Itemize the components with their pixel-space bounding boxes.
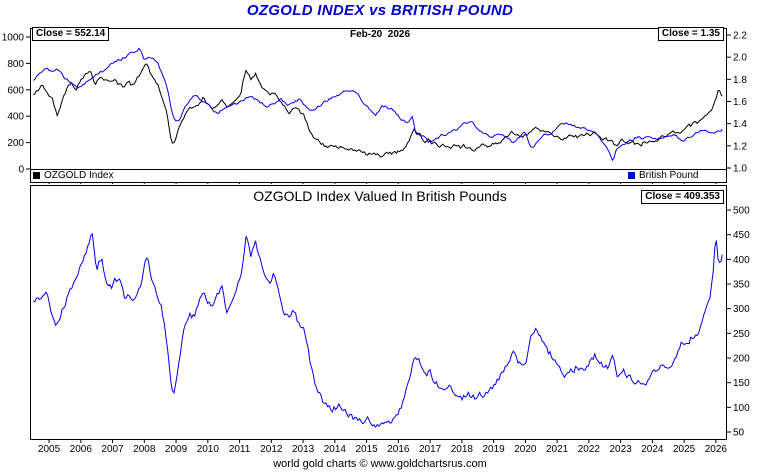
x-axis-tick-label: 2013 — [292, 444, 315, 455]
x-axis-tick-label: 2005 — [38, 444, 61, 455]
plot-border — [30, 185, 727, 440]
x-axis-tick-label: 2014 — [324, 444, 347, 455]
chart-title: OZGOLD INDEX vs BRITISH POUND — [246, 2, 514, 19]
legend-pound-label: British Pound — [639, 170, 699, 181]
x-axis-tick-label: 2024 — [641, 444, 664, 455]
x-axis-tick-label: 2023 — [609, 444, 632, 455]
bottom-panel-title: OZGOLD Index Valued In British Pounds — [253, 188, 507, 204]
ratio-close-label: Close = 409.353 — [641, 190, 724, 204]
x-axis-tick-label: 2010 — [197, 444, 220, 455]
footer-credit: world gold charts © www.goldchartsrus.co… — [273, 458, 487, 470]
right-axis-tick-label: 2.0 — [733, 53, 747, 64]
x-axis-tick-label: 2008 — [133, 444, 156, 455]
right-axis-tick-label: 300 — [733, 304, 750, 315]
left-axis-tick-label: 0 — [18, 165, 24, 176]
x-axis-tick-label: 2012 — [260, 444, 283, 455]
pound-swatch-icon — [628, 172, 635, 179]
x-axis-tick-label: 2006 — [70, 444, 93, 455]
x-axis-tick-label: 2007 — [101, 444, 124, 455]
x-axis-tick-label: 2021 — [546, 444, 569, 455]
plot-border — [30, 28, 727, 183]
series-ozgold-index-in-british-pounds-line — [32, 232, 723, 429]
pound-close-label: Close = 1.35 — [657, 27, 724, 41]
series-ozgold-index-line — [32, 63, 723, 158]
right-axis-tick-label: 450 — [733, 230, 750, 241]
right-axis-tick-label: 400 — [733, 255, 750, 266]
x-axis-tick-label: 2017 — [419, 444, 442, 455]
x-axis-tick-label: 2016 — [387, 444, 410, 455]
x-axis-tick-label: 2025 — [673, 444, 696, 455]
right-axis-tick-label: 1.0 — [733, 164, 747, 175]
left-axis-tick-label: 800 — [7, 59, 24, 70]
x-axis-tick-label: 2015 — [355, 444, 378, 455]
right-axis-tick-label: 1.4 — [733, 119, 747, 130]
right-axis-tick-label: 350 — [733, 280, 750, 291]
left-axis-tick-label: 200 — [7, 138, 24, 149]
x-axis-tick-label: 2018 — [451, 444, 474, 455]
right-axis-tick-label: 200 — [733, 354, 750, 365]
legend-ozgold: OZGOLD Index — [33, 170, 113, 181]
right-axis-tick-label: 1.6 — [733, 97, 747, 108]
bottom-panel-chart: 500 450 400 350 300 250 200 150 100 50 2005 2006 200… — [30, 185, 750, 455]
x-axis-tick-label: 2026 — [705, 444, 728, 455]
x-axis-tick-label: 2011 — [229, 444, 251, 455]
right-axis-tick-label: 1.8 — [733, 75, 747, 86]
left-axis-tick-label: 1000 — [2, 33, 25, 44]
top-panel-chart: 1000 800 600 400 200 0 2.2 2.0 1.8 1.6 1.4 1.2 1.0 — [2, 28, 747, 184]
x-axis-tick-label: 2009 — [165, 444, 188, 455]
right-axis-tick-label: 50 — [733, 428, 745, 439]
date-label: Feb-20 2026 — [349, 29, 411, 40]
ozgold-close-label: Close = 552.14 — [32, 27, 110, 41]
right-axis-tick-label: 2.2 — [733, 31, 747, 42]
right-axis-tick-label: 100 — [733, 403, 750, 414]
ozgold-swatch-icon — [33, 172, 40, 179]
x-axis-tick-label: 2022 — [578, 444, 601, 455]
legend-ozgold-label: OZGOLD Index — [44, 170, 114, 181]
right-axis-tick-label: 500 — [733, 206, 750, 217]
x-axis-tick-label: 2020 — [514, 444, 537, 455]
legend-pound: British Pound — [628, 170, 698, 181]
left-axis-tick-label: 600 — [7, 85, 24, 96]
series-british-pound-line — [32, 47, 723, 162]
right-axis-tick-label: 1.2 — [733, 141, 747, 152]
x-axis-tick-label: 2019 — [482, 444, 505, 455]
right-axis-tick-label: 150 — [733, 378, 750, 389]
right-axis-tick-label: 250 — [733, 329, 750, 340]
left-axis-tick-label: 400 — [7, 112, 24, 123]
